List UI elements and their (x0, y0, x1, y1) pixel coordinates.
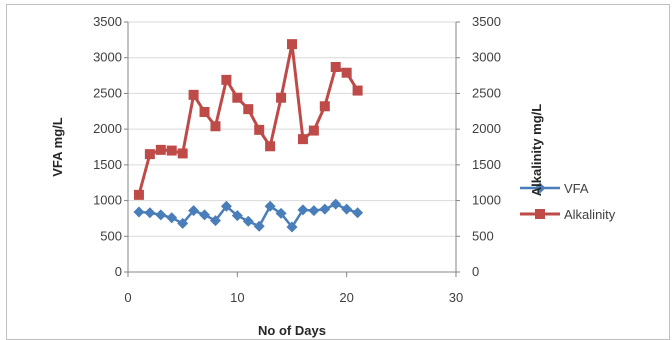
data-point-vfa (242, 215, 254, 227)
data-point-vfa (133, 206, 145, 218)
x-tick-label: 0 (124, 290, 131, 305)
y-tick-label-left: 500 (100, 228, 122, 243)
data-point-alkalinity (221, 74, 232, 85)
data-point-alkalinity (265, 141, 276, 152)
data-point-vfa (308, 205, 320, 217)
data-point-alkalinity (188, 89, 199, 100)
data-point-vfa (286, 221, 298, 233)
legend-marker-alkalinity (535, 209, 545, 219)
data-point-alkalinity (166, 145, 177, 156)
data-point-alkalinity (308, 125, 319, 136)
data-point-vfa (297, 204, 309, 216)
data-point-alkalinity (144, 149, 155, 160)
y-tick-label-right: 2000 (472, 121, 501, 136)
data-point-vfa (264, 200, 276, 212)
y-tick-label-left: 0 (115, 264, 122, 279)
data-point-alkalinity (330, 62, 341, 72)
x-tick-label: 20 (339, 290, 353, 305)
chart-frame (6, 4, 670, 340)
data-point-alkalinity (352, 85, 363, 96)
data-point-vfa (231, 210, 243, 222)
data-point-vfa (275, 207, 287, 219)
data-point-alkalinity (287, 39, 297, 50)
data-point-vfa (220, 200, 232, 212)
data-point-vfa (177, 217, 189, 229)
y-tick-label-left: 2000 (93, 121, 122, 136)
y-tick-label-left: 1500 (93, 157, 122, 172)
y-tick-label-right: 1500 (472, 157, 501, 172)
data-point-alkalinity (199, 107, 210, 117)
data-point-vfa (209, 215, 221, 227)
data-point-alkalinity (155, 144, 166, 155)
data-point-vfa (155, 209, 167, 221)
data-point-alkalinity (232, 92, 243, 103)
data-point-vfa (330, 198, 342, 210)
data-point-alkalinity (133, 189, 144, 200)
legend-marker-vfa (534, 182, 546, 194)
data-point-alkalinity (276, 92, 287, 103)
data-point-alkalinity (254, 124, 265, 135)
x-tick-label: 10 (230, 290, 244, 305)
y-tick-label-left: 2500 (93, 85, 122, 100)
data-point-alkalinity (319, 101, 330, 112)
data-point-alkalinity (341, 67, 352, 78)
data-point-vfa (352, 207, 364, 219)
y-tick-label-right: 3000 (472, 50, 501, 65)
x-axis-title: No of Days (258, 323, 326, 338)
data-point-vfa (166, 212, 178, 224)
y-tick-label-right: 2500 (472, 85, 501, 100)
data-point-vfa (341, 203, 353, 215)
y-tick-label-right: 1000 (472, 193, 501, 208)
y-tick-label-left: 1000 (93, 193, 122, 208)
data-point-alkalinity (210, 121, 221, 132)
y-tick-label-left: 3000 (93, 50, 122, 65)
y-tick-label-left: 3500 (93, 14, 122, 29)
data-point-vfa (144, 207, 156, 219)
y-axis-title-right: Alkalinity mg/L (529, 104, 544, 197)
data-point-vfa (253, 220, 265, 232)
data-point-vfa (188, 205, 200, 217)
y-tick-label-right: 500 (472, 228, 494, 243)
x-tick-label: 30 (449, 290, 463, 305)
data-point-alkalinity (177, 148, 188, 159)
data-point-vfa (319, 203, 331, 215)
data-point-alkalinity (297, 134, 308, 145)
legend-label-alkalinity: Alkalinity (564, 207, 616, 222)
legend-label-vfa: VFA (564, 181, 589, 196)
y-tick-label-right: 0 (472, 264, 479, 279)
series-line-alkalinity (137, 42, 359, 196)
data-point-alkalinity (243, 104, 254, 115)
y-tick-label-right: 3500 (472, 14, 501, 29)
y-axis-title-left: VFA mg/L (50, 117, 65, 177)
data-point-vfa (199, 209, 211, 221)
